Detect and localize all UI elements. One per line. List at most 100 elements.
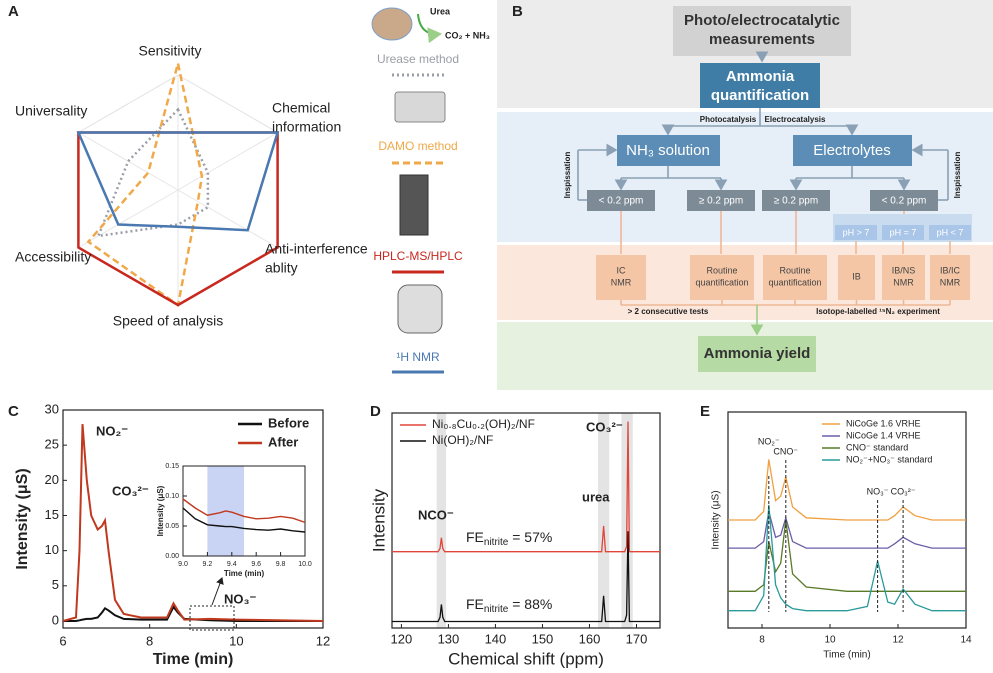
x-tick-label: 9.0: [178, 561, 188, 568]
box-text: NMR: [611, 277, 632, 287]
y-tick-label: 5: [52, 577, 59, 592]
note: > 2 consecutive tests: [628, 307, 709, 316]
axis-label: Accessibility: [15, 249, 91, 265]
radar-series: [86, 63, 204, 308]
x-tick-label: 150: [532, 631, 554, 646]
y-axis-label: Intensity: [369, 488, 388, 552]
plot-frame: [391, 412, 661, 629]
icon-text: CO₂ + NH₃: [445, 30, 490, 40]
box-text: NMR: [940, 277, 961, 287]
x-tick-label: 6: [59, 633, 66, 648]
highlight-band: [436, 413, 447, 628]
series-line: [728, 459, 966, 521]
reaction-arrow: [417, 13, 442, 44]
x-tick-label: 12: [892, 635, 904, 646]
y-axis-label: Intensity (μS): [156, 485, 165, 536]
annotation: CO₃²⁻: [586, 419, 623, 434]
legend-label: CNO⁻ standard: [846, 442, 908, 452]
axis-label: information: [272, 119, 341, 135]
panel-letter: E: [700, 403, 710, 420]
axis-label: Chemical: [272, 100, 330, 116]
radar-spoke: [78, 189, 179, 248]
fe-label: FEnitrite = 88%: [466, 596, 552, 615]
legend-label: Urease method: [377, 52, 459, 66]
legend-label: DAMO method: [378, 139, 457, 153]
box-text: < 0.2 ppm: [882, 196, 927, 207]
annotation: NCO⁻: [418, 507, 454, 522]
x-tick-label: 12: [316, 633, 330, 648]
box-text: pH < 7: [937, 227, 964, 237]
y-tick-label: 15: [45, 507, 59, 522]
x-tick-label: 130: [438, 631, 460, 646]
legend-label: NiCoGe 1.6 VRHE: [846, 418, 921, 428]
radar-spoke: [177, 189, 278, 248]
radar-spoke: [78, 132, 179, 191]
series-line: [392, 421, 660, 553]
peak-label: CNO⁻: [773, 446, 798, 456]
annotation: NO₂⁻: [96, 423, 128, 438]
y-tick-label: 0.10: [165, 493, 179, 500]
series-line: [182, 498, 306, 524]
quant-box: [700, 63, 820, 108]
legend-label: HPLC-MS/HPLC: [373, 249, 463, 263]
highlight-band: [597, 413, 610, 628]
zoom-box: [189, 605, 235, 631]
box-text: measurements: [709, 31, 815, 48]
annotation: urea: [582, 489, 610, 504]
nmr-icon: [397, 284, 443, 334]
zoom-arrow: [211, 577, 224, 606]
hplc-icon: [399, 174, 429, 236]
panel-letter: A: [8, 3, 19, 20]
x-tick-label: 9.6: [251, 561, 261, 568]
threshold-box: [687, 190, 755, 211]
x-tick-label: 10.0: [298, 561, 312, 568]
icon-text: Urea: [430, 6, 451, 16]
ph-box: [882, 225, 924, 240]
axis-label: Anti-interference: [265, 241, 368, 257]
threshold-box: [870, 190, 938, 211]
legend-label: NO₂⁻+NO₃⁻ standard: [846, 454, 932, 464]
side-label: Inspissation: [953, 152, 962, 199]
ph-box: [929, 225, 971, 240]
x-tick-label: 120: [391, 631, 413, 646]
box-text: quantification: [768, 277, 821, 287]
annotation: CO₃²⁻: [112, 483, 149, 498]
panel-letter: C: [8, 403, 19, 420]
box-text: ≥ 0.2 ppm: [774, 196, 818, 207]
y-tick-label: 0.05: [165, 523, 179, 530]
panel-letter: D: [370, 403, 381, 420]
x-tick-label: 14: [960, 635, 972, 646]
x-tick-label: 8: [146, 633, 153, 648]
media-box: [793, 135, 912, 166]
legend-label: Ni(OH)₂/NF: [432, 433, 493, 447]
legend-label: After: [268, 434, 298, 449]
plot-frame: [62, 409, 324, 629]
box-text: NH₃ solution: [626, 142, 710, 159]
radar-series: [76, 131, 280, 232]
axis-label: Universality: [15, 103, 87, 119]
axis-label: Sensitivity: [138, 43, 201, 59]
box-text: NMR: [893, 277, 914, 287]
method-box: [596, 255, 646, 300]
radar-spoke: [177, 132, 278, 191]
peak-label: CO₃²⁻: [891, 486, 916, 496]
box-text: Ammonia: [726, 68, 795, 85]
x-tick-label: 160: [579, 631, 601, 646]
spectrometer-icon: [394, 91, 446, 123]
box-text: IC: [617, 265, 627, 275]
box-text: Photo/electrocatalytic: [684, 12, 840, 29]
x-tick-label: 9.4: [227, 561, 237, 568]
box-text: IB: [852, 271, 861, 281]
ph-box: [835, 225, 877, 240]
legend-label: Before: [268, 415, 309, 430]
y-tick-label: 20: [45, 472, 59, 487]
annotation: NO₃⁻: [224, 591, 257, 606]
series-line: [728, 504, 966, 612]
box-text: pH > 7: [843, 227, 870, 237]
measurement-box: [673, 6, 851, 56]
x-tick-label: 9.2: [203, 561, 213, 568]
x-axis-label: Time (min): [153, 651, 234, 668]
series-line: [182, 507, 306, 533]
axis-label: Speed of analysis: [113, 313, 224, 329]
box-text: IB/NS: [892, 265, 916, 275]
